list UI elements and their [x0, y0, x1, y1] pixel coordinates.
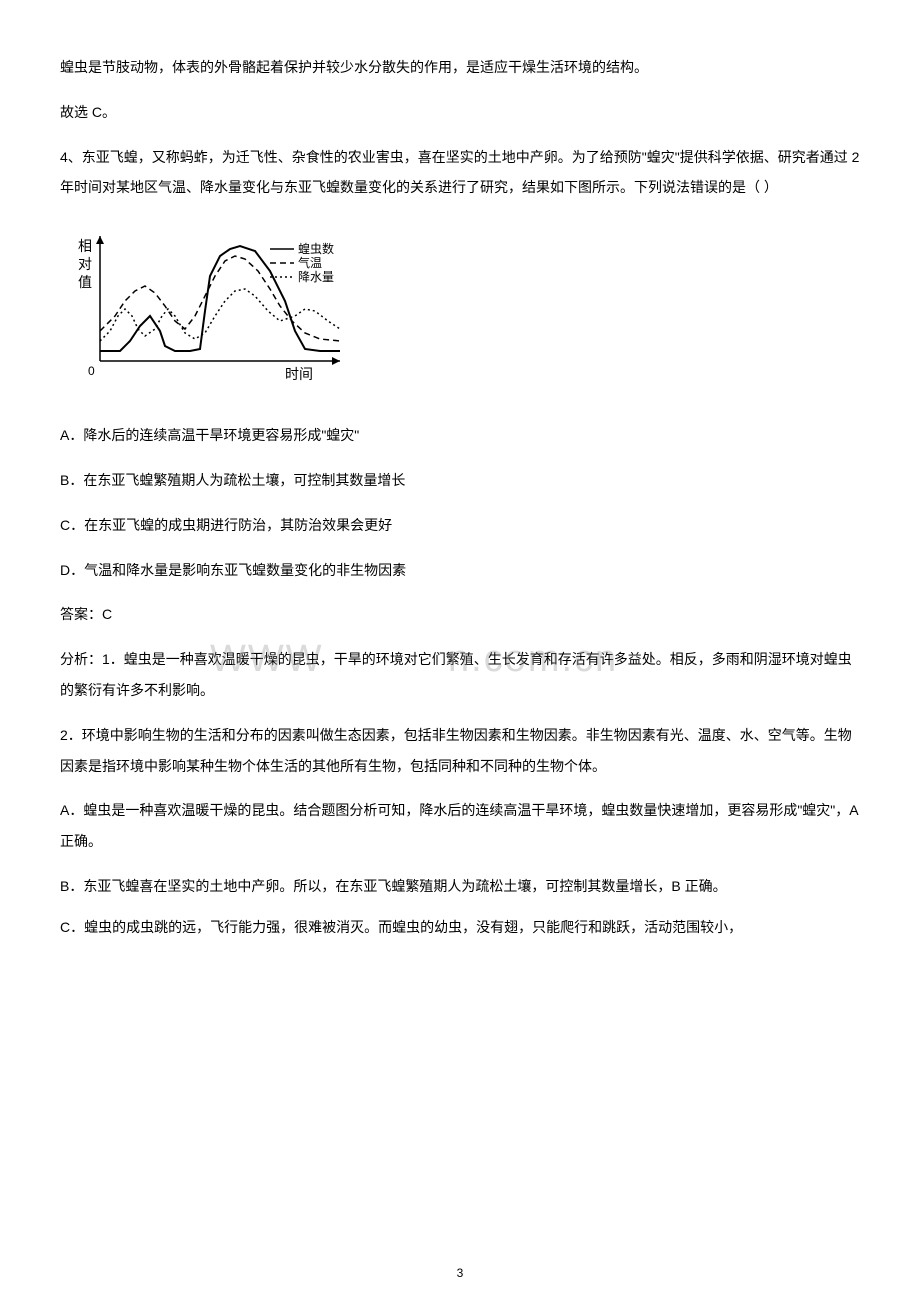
svg-text:对: 对: [78, 257, 92, 273]
svg-text:蝗虫数: 蝗虫数: [298, 241, 334, 256]
svg-text:0: 0: [88, 364, 95, 378]
chart-figure: 相对值 0 时间 蝗虫数气温降水量: [60, 221, 860, 396]
svg-text:相: 相: [78, 239, 92, 255]
question-stem: 4、东亚飞蝗，又称蚂蚱，为迁飞性、杂食性的农业害虫，喜在坚实的土地中产卵。为了给…: [60, 142, 860, 204]
option-a: A．降水后的连续高温干旱环境更容易形成"蝗灾": [60, 420, 860, 451]
line-chart: 相对值 0 时间 蝗虫数气温降水量: [60, 221, 370, 391]
body-text: 蝗虫是节肢动物，体表的外骨骼起着保护并较少水分散失的作用，是适应干燥生活环境的结…: [60, 52, 860, 83]
option-c: C．在东亚飞蝗的成虫期进行防治，其防治效果会更好: [60, 510, 860, 541]
analysis-text: A．蝗虫是一种喜欢温暖干燥的昆虫。结合题图分析可知，降水后的连续高温干旱环境，蝗…: [60, 795, 860, 857]
svg-text:值: 值: [78, 275, 92, 291]
analysis-text: B．东亚飞蝗喜在坚实的土地中产卵。所以，在东亚飞蝗繁殖期人为疏松土壤，可控制其数…: [60, 871, 860, 902]
svg-text:气温: 气温: [298, 255, 322, 270]
analysis-text: C．蝗虫的成虫跳的远，飞行能力强，很难被消灭。而蝗虫的幼虫，没有翅，只能爬行和跳…: [60, 912, 860, 943]
option-b: B．在东亚飞蝗繁殖期人为疏松土壤，可控制其数量增长: [60, 465, 860, 496]
svg-text:时间: 时间: [285, 367, 313, 383]
page-number: 3: [0, 1266, 920, 1280]
analysis-text: 分析：1．蝗虫是一种喜欢温暖干燥的昆虫，干旱的环境对它们繁殖、生长发育和存活有许…: [60, 644, 860, 706]
option-d: D．气温和降水量是影响东亚飞蝗数量变化的非生物因素: [60, 555, 860, 586]
svg-text:降水量: 降水量: [298, 270, 334, 284]
analysis-text: 2．环境中影响生物的生活和分布的因素叫做生态因素，包括非生物因素和生物因素。非生…: [60, 720, 860, 782]
body-text: 故选 C。: [60, 97, 860, 128]
answer: 答案：C: [60, 599, 860, 630]
